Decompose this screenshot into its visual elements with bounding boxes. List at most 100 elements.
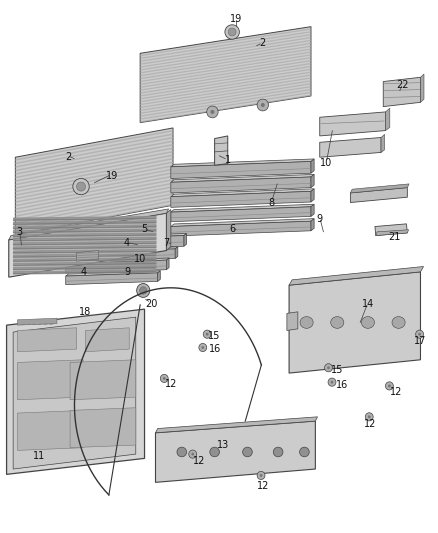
Text: 12: 12 <box>193 456 205 466</box>
Ellipse shape <box>388 384 391 387</box>
Polygon shape <box>15 144 173 175</box>
Ellipse shape <box>77 182 85 191</box>
Polygon shape <box>171 221 311 236</box>
Text: 9: 9 <box>317 214 323 223</box>
Text: 14: 14 <box>362 299 374 309</box>
Text: 12: 12 <box>257 481 269 491</box>
Polygon shape <box>140 27 311 123</box>
Polygon shape <box>140 51 311 79</box>
Polygon shape <box>140 60 311 88</box>
Polygon shape <box>15 140 173 171</box>
Polygon shape <box>166 258 169 270</box>
Polygon shape <box>350 184 409 193</box>
Ellipse shape <box>201 346 204 349</box>
Polygon shape <box>15 182 173 213</box>
Polygon shape <box>15 190 173 221</box>
Polygon shape <box>175 247 178 259</box>
Polygon shape <box>171 177 311 193</box>
Polygon shape <box>66 247 178 253</box>
Polygon shape <box>166 209 171 251</box>
Ellipse shape <box>331 381 333 384</box>
Ellipse shape <box>331 317 344 328</box>
Polygon shape <box>15 155 173 185</box>
Text: 8: 8 <box>268 198 275 207</box>
Polygon shape <box>15 168 173 199</box>
Text: 10: 10 <box>320 158 332 167</box>
Ellipse shape <box>243 447 252 457</box>
Polygon shape <box>140 43 311 70</box>
Polygon shape <box>66 249 175 262</box>
Polygon shape <box>383 77 420 107</box>
Polygon shape <box>155 421 315 482</box>
Polygon shape <box>140 80 311 108</box>
Text: 17: 17 <box>414 336 427 346</box>
Polygon shape <box>15 186 173 217</box>
Polygon shape <box>15 128 173 235</box>
Polygon shape <box>320 112 385 136</box>
Polygon shape <box>15 197 173 228</box>
Text: 9: 9 <box>124 267 130 277</box>
Text: 16: 16 <box>208 344 221 354</box>
Polygon shape <box>311 189 314 202</box>
Polygon shape <box>171 174 314 182</box>
Polygon shape <box>15 165 173 196</box>
Polygon shape <box>18 318 57 325</box>
Ellipse shape <box>210 447 219 457</box>
Ellipse shape <box>203 330 211 338</box>
Polygon shape <box>171 159 314 167</box>
Polygon shape <box>15 179 173 210</box>
Polygon shape <box>13 317 136 469</box>
Polygon shape <box>140 27 311 53</box>
Polygon shape <box>15 175 173 206</box>
Text: 2: 2 <box>260 38 266 47</box>
Polygon shape <box>140 71 311 100</box>
Text: 5: 5 <box>141 224 148 234</box>
Ellipse shape <box>273 447 283 457</box>
Polygon shape <box>311 174 314 188</box>
Polygon shape <box>311 219 314 231</box>
Polygon shape <box>77 251 99 261</box>
Text: 22: 22 <box>397 80 409 90</box>
Polygon shape <box>140 40 311 68</box>
Polygon shape <box>18 328 77 352</box>
Text: 21: 21 <box>388 232 400 242</box>
Polygon shape <box>140 63 311 91</box>
Polygon shape <box>140 54 311 82</box>
Ellipse shape <box>225 25 239 39</box>
Polygon shape <box>140 83 311 111</box>
Ellipse shape <box>199 343 207 352</box>
Text: 12: 12 <box>165 379 177 389</box>
Ellipse shape <box>361 317 374 328</box>
Polygon shape <box>171 207 311 222</box>
Polygon shape <box>171 189 314 197</box>
Polygon shape <box>15 172 173 203</box>
Polygon shape <box>140 34 311 62</box>
Polygon shape <box>287 312 298 330</box>
Ellipse shape <box>300 447 309 457</box>
Ellipse shape <box>210 110 215 114</box>
Ellipse shape <box>365 413 373 421</box>
Ellipse shape <box>368 415 371 418</box>
Polygon shape <box>15 158 173 189</box>
Polygon shape <box>9 209 169 240</box>
Ellipse shape <box>300 317 313 328</box>
Polygon shape <box>70 408 136 448</box>
Text: 20: 20 <box>145 299 157 309</box>
Text: 4: 4 <box>124 238 130 247</box>
Ellipse shape <box>140 287 147 294</box>
Polygon shape <box>376 230 409 236</box>
Ellipse shape <box>325 364 332 372</box>
Ellipse shape <box>385 382 393 390</box>
Polygon shape <box>158 271 160 281</box>
Polygon shape <box>140 49 311 76</box>
Polygon shape <box>57 236 184 251</box>
Text: 7: 7 <box>163 238 170 247</box>
Polygon shape <box>320 138 381 157</box>
Text: 1: 1 <box>225 155 231 165</box>
Polygon shape <box>57 233 187 240</box>
Polygon shape <box>215 136 228 165</box>
Ellipse shape <box>260 474 262 477</box>
Text: 19: 19 <box>106 171 118 181</box>
Polygon shape <box>140 31 311 59</box>
Polygon shape <box>184 233 187 246</box>
